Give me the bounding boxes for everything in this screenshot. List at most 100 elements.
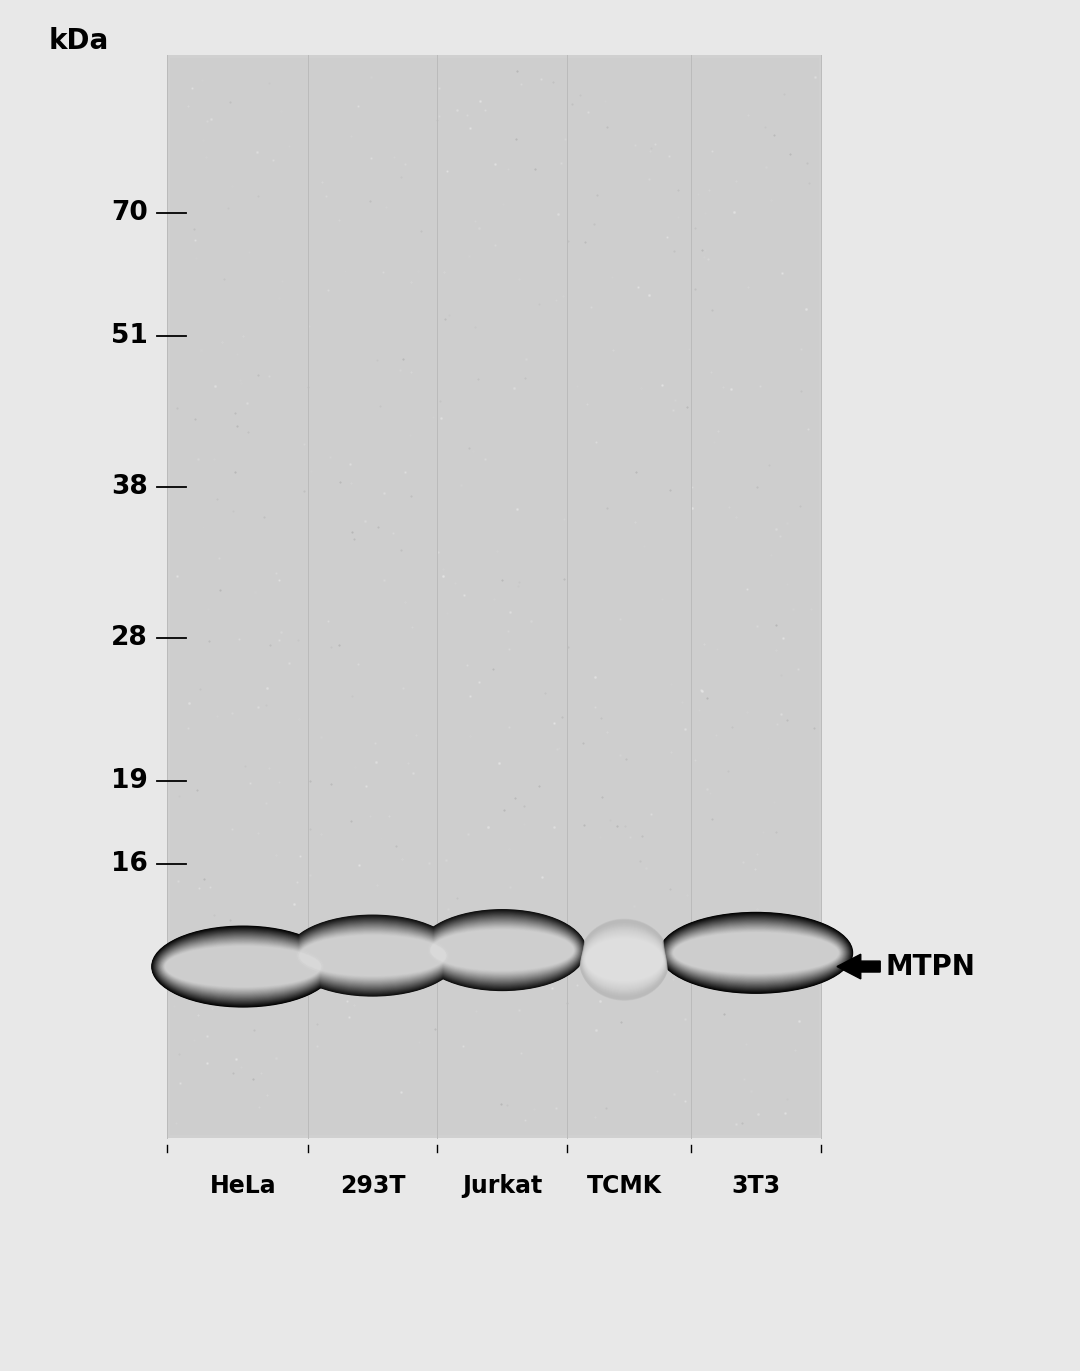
Ellipse shape [163,943,323,990]
Ellipse shape [293,924,453,987]
Ellipse shape [153,930,333,1004]
Ellipse shape [431,930,573,971]
Text: 28: 28 [111,625,148,650]
Ellipse shape [420,912,584,988]
Text: Jurkat: Jurkat [462,1174,542,1198]
Ellipse shape [583,931,665,988]
Ellipse shape [669,925,843,980]
Ellipse shape [430,928,575,972]
Ellipse shape [152,928,334,1005]
Ellipse shape [298,932,447,979]
Text: MTPN: MTPN [886,953,975,980]
Ellipse shape [584,936,664,983]
Ellipse shape [419,910,585,990]
Ellipse shape [291,921,455,990]
Ellipse shape [156,931,330,1002]
Ellipse shape [293,924,453,987]
Ellipse shape [429,927,576,973]
Ellipse shape [422,916,582,984]
Ellipse shape [297,931,448,980]
Ellipse shape [428,925,577,975]
Ellipse shape [665,921,847,984]
Ellipse shape [294,927,451,984]
Ellipse shape [299,935,446,976]
Ellipse shape [427,924,578,976]
Ellipse shape [660,914,852,991]
Ellipse shape [584,934,664,986]
Ellipse shape [670,927,842,979]
Text: kDa: kDa [49,27,109,55]
Ellipse shape [157,932,329,1001]
Ellipse shape [422,916,582,984]
Ellipse shape [295,928,450,983]
Ellipse shape [672,930,840,976]
Ellipse shape [580,921,669,998]
Ellipse shape [419,912,585,988]
Ellipse shape [156,932,330,1001]
Ellipse shape [582,928,666,991]
Ellipse shape [669,925,843,980]
Ellipse shape [287,917,458,994]
Ellipse shape [581,924,667,995]
Ellipse shape [664,920,848,986]
Ellipse shape [419,912,585,988]
Ellipse shape [659,912,853,994]
Ellipse shape [165,946,321,987]
Ellipse shape [298,934,447,978]
Ellipse shape [583,931,665,988]
Ellipse shape [295,928,450,983]
Ellipse shape [582,928,666,991]
Ellipse shape [158,935,328,998]
Text: TCMK: TCMK [586,1174,662,1198]
Ellipse shape [662,917,850,988]
Ellipse shape [152,927,334,1006]
Ellipse shape [286,914,459,997]
Ellipse shape [160,938,326,995]
Ellipse shape [579,919,670,1001]
Ellipse shape [291,921,455,990]
Ellipse shape [160,938,326,995]
Text: 3T3: 3T3 [731,1174,781,1198]
Ellipse shape [661,914,851,991]
Ellipse shape [581,924,667,995]
Ellipse shape [154,931,332,1002]
Ellipse shape [580,921,669,998]
Ellipse shape [163,943,323,990]
Ellipse shape [287,916,458,995]
Ellipse shape [424,920,580,980]
Ellipse shape [424,920,580,980]
Ellipse shape [581,925,667,994]
Ellipse shape [421,914,583,986]
Ellipse shape [427,923,578,978]
Ellipse shape [161,941,325,993]
Ellipse shape [162,942,324,991]
Ellipse shape [164,946,322,987]
Ellipse shape [673,932,839,973]
Ellipse shape [423,919,581,982]
Ellipse shape [288,917,457,994]
Ellipse shape [584,935,664,984]
Ellipse shape [421,914,583,986]
Ellipse shape [291,921,455,990]
Ellipse shape [581,927,667,993]
Ellipse shape [418,909,586,991]
Ellipse shape [429,927,576,973]
Text: 19: 19 [111,769,148,794]
Bar [170,58,819,1135]
Ellipse shape [159,936,327,997]
Ellipse shape [296,931,449,980]
Ellipse shape [674,932,839,973]
Ellipse shape [419,910,585,990]
Ellipse shape [288,917,457,994]
Ellipse shape [584,935,664,984]
FancyArrow shape [837,954,880,979]
Ellipse shape [159,936,327,997]
Ellipse shape [584,936,664,983]
Ellipse shape [660,913,852,993]
Ellipse shape [295,928,450,983]
Ellipse shape [670,928,842,978]
Ellipse shape [420,913,584,987]
Ellipse shape [299,935,446,976]
Ellipse shape [420,913,584,987]
Ellipse shape [669,925,843,980]
